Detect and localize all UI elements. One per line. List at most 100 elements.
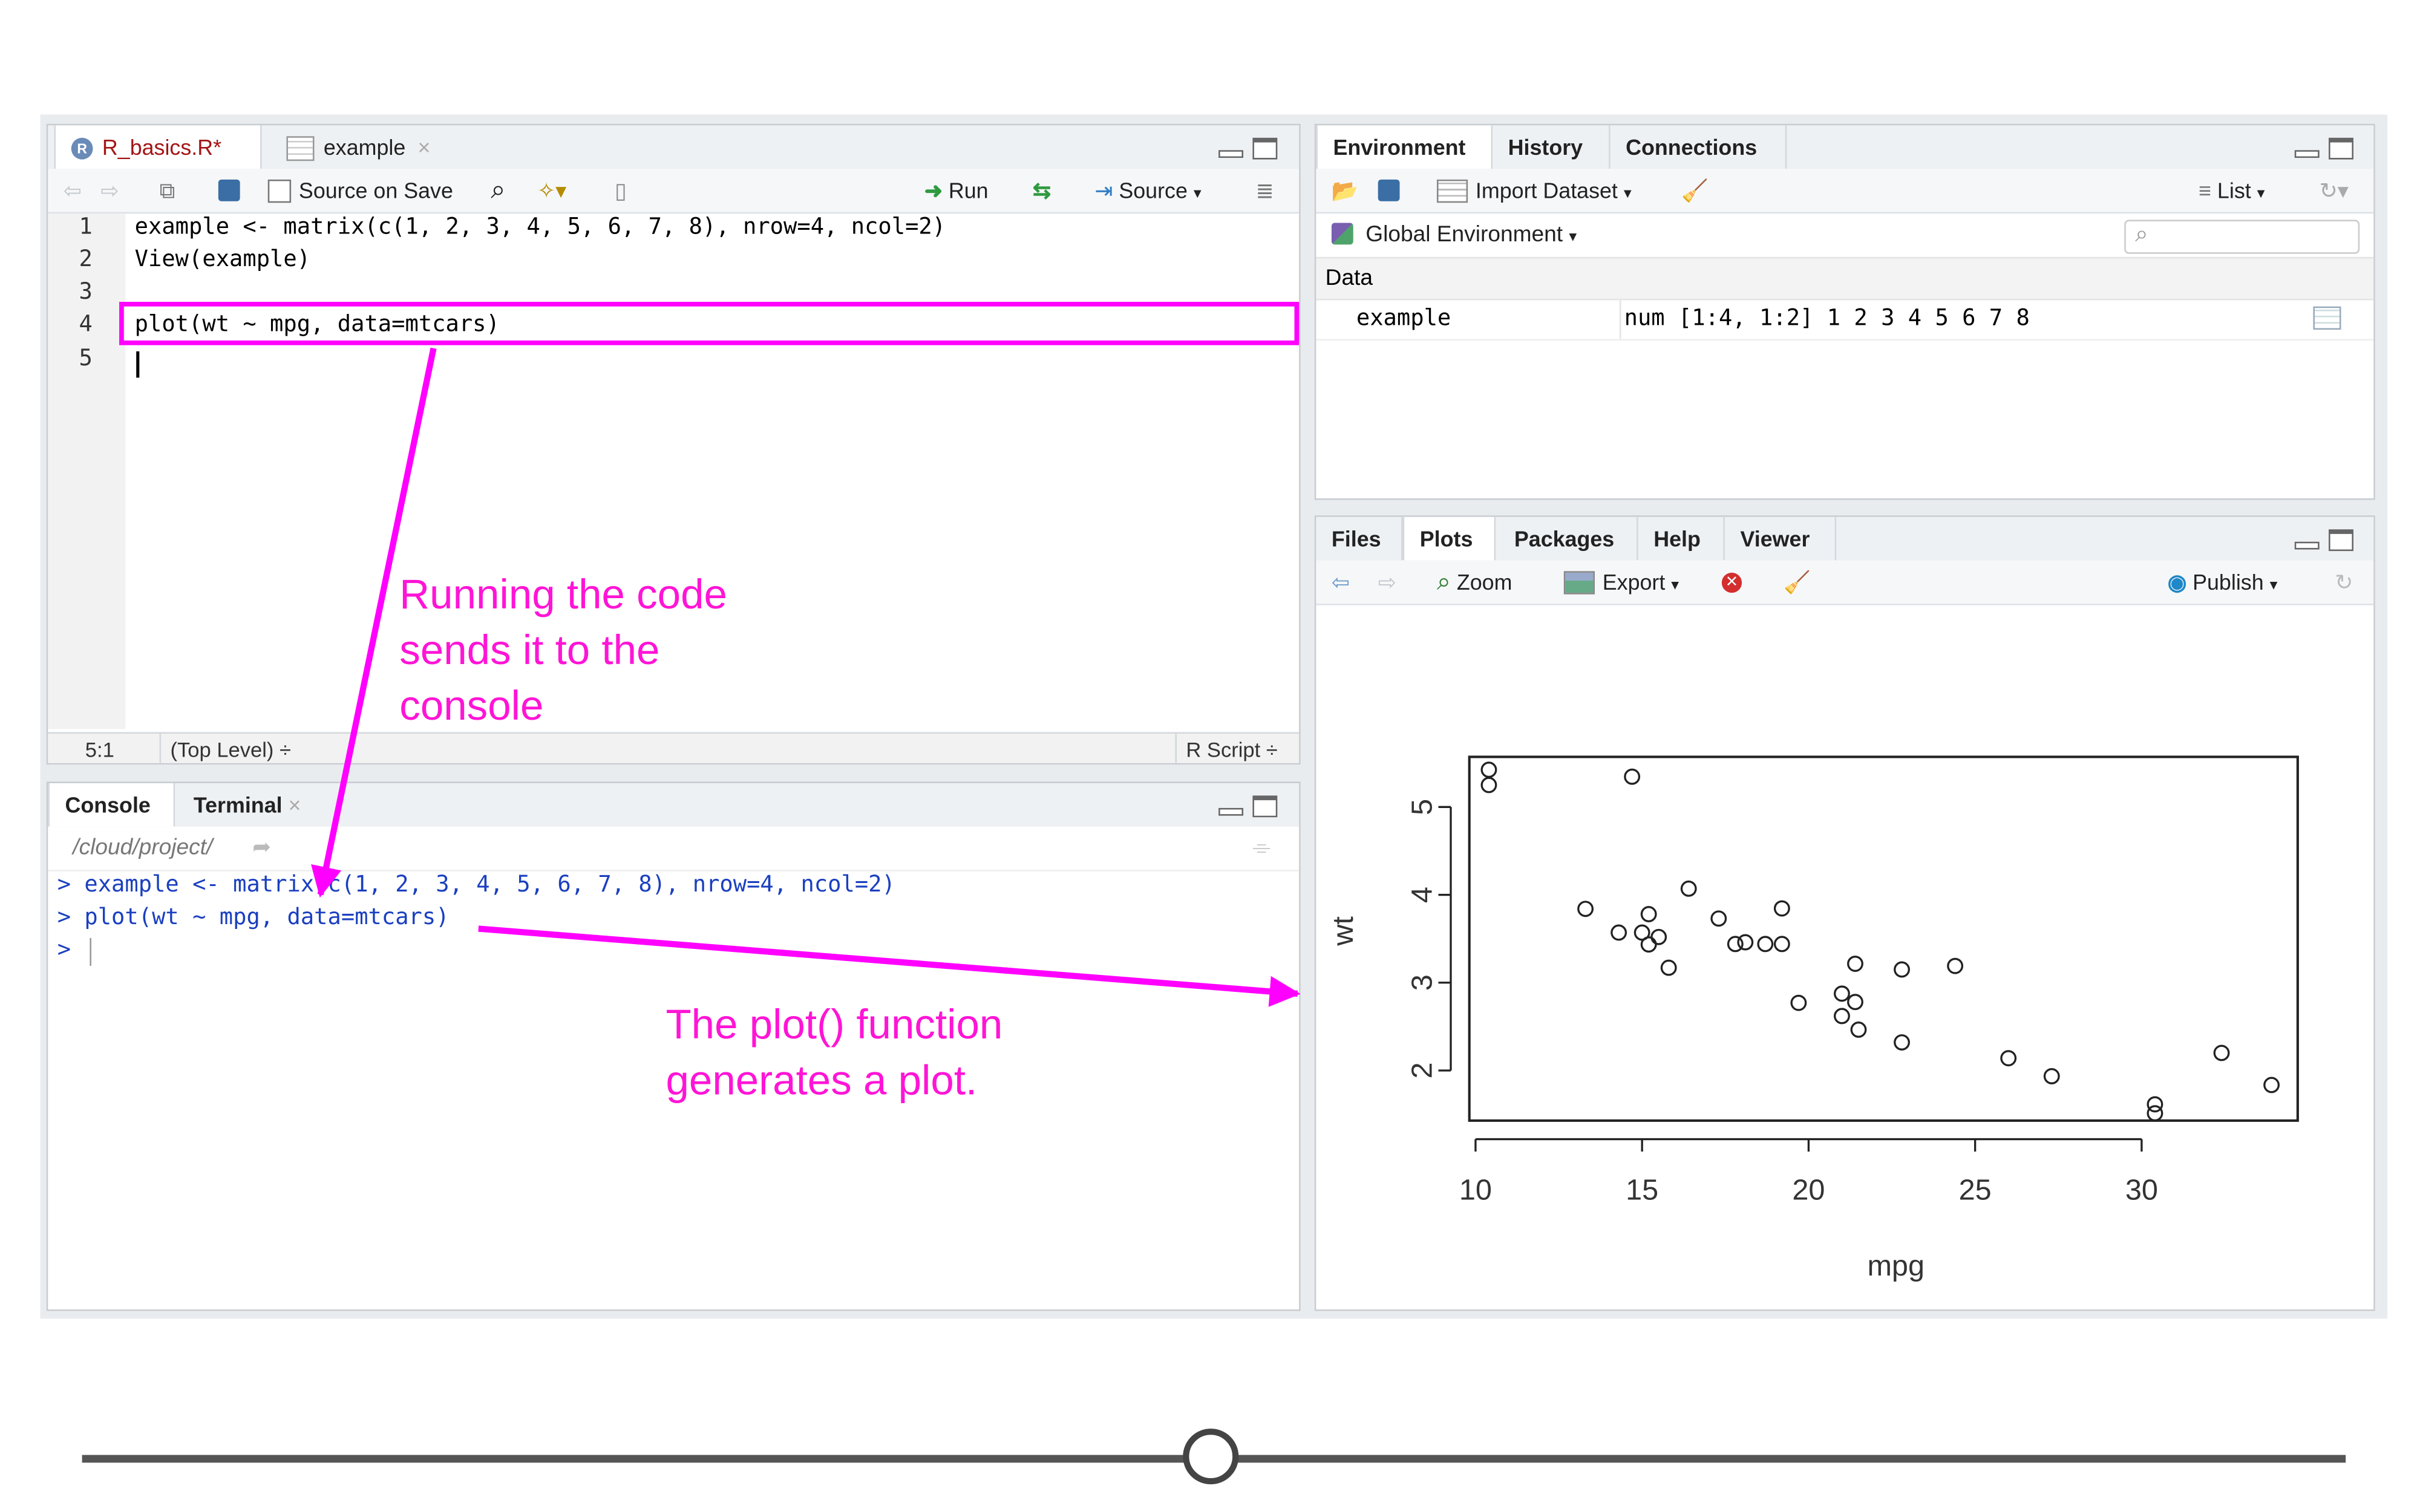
export-button[interactable]: Export ▾ xyxy=(1563,560,1679,604)
next-plot-icon[interactable]: ⇨ xyxy=(1378,569,1396,595)
environment-scope-bar: Global Environment ▾ ⌕ xyxy=(1316,213,2374,260)
x-axis-label: mpg xyxy=(1867,1250,1925,1282)
outline-icon[interactable]: ≣ xyxy=(1255,178,1274,203)
minimize-icon[interactable] xyxy=(1218,150,1244,158)
run-arrow-icon: ➜ xyxy=(924,178,943,203)
maximize-icon[interactable] xyxy=(1252,137,1278,160)
tab-label: Help xyxy=(1653,526,1701,552)
minimize-icon[interactable] xyxy=(2294,541,2320,550)
tab-label: Plots xyxy=(1419,526,1473,552)
list-label: List xyxy=(2217,178,2251,203)
pane-window-controls[interactable] xyxy=(1218,137,1280,163)
environment-search-input[interactable]: ⌕ xyxy=(2124,220,2360,254)
x-tick-label: 25 xyxy=(1959,1173,1992,1206)
tab-environment[interactable]: Environment xyxy=(1316,125,1493,169)
console-path-bar: /cloud/project/ ➦ ⌯ xyxy=(48,826,1300,872)
tab-connections[interactable]: Connections xyxy=(1611,125,1787,169)
rerun-icon[interactable]: ⇆ xyxy=(1032,178,1051,203)
scope-selector[interactable]: (Top Level) ÷ xyxy=(159,734,291,763)
publish-button[interactable]: ◉ Publish ▾ xyxy=(2168,560,2278,604)
search-icon[interactable]: ⌕ xyxy=(491,175,506,204)
pane-window-controls[interactable] xyxy=(2294,529,2356,554)
plots-pane: Files Plots Packages Help Viewer ⇦ ⇨ ⌕ Z… xyxy=(1314,515,2375,1311)
clear-plots-broom-icon[interactable]: 🧹 xyxy=(1784,569,1811,595)
list-view-selector[interactable]: ≡ List ▾ xyxy=(2199,169,2265,212)
maximize-icon[interactable] xyxy=(1252,795,1278,818)
back-arrow-icon[interactable]: ⇦ xyxy=(63,178,82,203)
data-point xyxy=(1894,1034,1910,1051)
clear-broom-icon[interactable]: 🧹 xyxy=(1681,178,1709,203)
data-point xyxy=(1680,880,1697,897)
tab-console[interactable]: Console xyxy=(48,783,175,827)
data-point xyxy=(1834,1008,1850,1025)
data-point xyxy=(1624,768,1641,785)
tab-viewer[interactable]: Viewer xyxy=(1725,516,1837,561)
minimize-icon[interactable] xyxy=(1218,807,1244,816)
code-line-2[interactable]: View(example) xyxy=(134,247,311,273)
source-on-save-checkbox[interactable]: Source on Save xyxy=(267,169,453,212)
maximize-icon[interactable] xyxy=(2329,137,2353,160)
maximize-icon[interactable] xyxy=(2329,529,2353,552)
source-button[interactable]: ⇥ Source ▾ xyxy=(1094,169,1201,212)
compile-report-icon[interactable]: ▯ xyxy=(615,178,627,203)
view-table-icon[interactable] xyxy=(2313,306,2341,330)
data-point xyxy=(2147,1105,2163,1122)
load-workspace-icon[interactable]: 📂 xyxy=(1331,178,1359,203)
zoom-button[interactable]: ⌕ Zoom xyxy=(1437,560,1512,604)
refresh-icon[interactable]: ↻▾ xyxy=(2319,178,2349,203)
magic-wand-icon[interactable]: ✧▾ xyxy=(537,178,567,203)
arrow-to-plot xyxy=(478,925,1301,1007)
tab-help[interactable]: Help xyxy=(1638,516,1725,561)
tab-files[interactable]: Files xyxy=(1316,516,1403,561)
import-dataset-button[interactable]: Import Dataset ▾ xyxy=(1436,169,1632,212)
filetype-selector[interactable]: R Script ÷ xyxy=(1175,734,1278,763)
environment-row[interactable]: example num [1:4, 1:2] 1 2 3 4 5 6 7 8 xyxy=(1316,298,2374,341)
minimize-icon[interactable] xyxy=(2294,150,2320,158)
pane-window-controls[interactable] xyxy=(2294,137,2356,163)
tab-terminal[interactable]: Terminal × xyxy=(178,783,333,827)
line-number: 5 xyxy=(79,347,93,372)
clear-console-broom-icon[interactable]: ⌯ xyxy=(1252,835,1271,861)
forward-arrow-icon[interactable]: ⇨ xyxy=(100,178,119,203)
tab-label: Viewer xyxy=(1740,526,1810,552)
environment-pane: Environment History Connections 📂 Import… xyxy=(1314,123,2375,500)
data-point xyxy=(1790,994,1807,1011)
line-number: 4 xyxy=(79,312,93,337)
close-icon[interactable]: × xyxy=(417,134,431,160)
console-line: > example <- matrix(c(1, 2, 3, 4, 5, 6, … xyxy=(57,873,895,898)
variable-value: num [1:4, 1:2] 1 2 3 4 5 6 7 8 xyxy=(1619,298,2030,339)
code-line-4[interactable]: plot(wt ~ mpg, data=mtcars) xyxy=(134,312,500,337)
editor-toolbar: ⇦ ⇨ ⧉ Source on Save ⌕ ✧▾ ▯ ➜ Run ⇆ ⇥ So… xyxy=(48,168,1300,214)
global-environment-selector[interactable]: Global Environment ▾ xyxy=(1331,213,1577,260)
y-axis-label: wt xyxy=(1327,916,1359,947)
working-directory[interactable]: /cloud/project/ xyxy=(73,835,213,861)
chevron-down-icon: ▾ xyxy=(1623,186,1632,203)
y-tick-label: 3 xyxy=(1405,974,1438,991)
data-point xyxy=(1850,1022,1867,1038)
code-line-1[interactable]: example <- matrix(c(1, 2, 3, 4, 5, 6, 7,… xyxy=(134,215,946,240)
tab-packages[interactable]: Packages xyxy=(1499,516,1638,561)
save-icon[interactable] xyxy=(218,169,240,212)
pane-window-controls[interactable] xyxy=(1218,795,1280,820)
show-in-window-icon[interactable]: ⧉ xyxy=(159,178,175,203)
tab-plots[interactable]: Plots xyxy=(1402,516,1496,561)
close-icon[interactable]: × xyxy=(288,792,301,818)
environment-toolbar: 📂 Import Dataset ▾ 🧹 ≡ List ▾ ↻▾ xyxy=(1316,168,2374,214)
export-icon xyxy=(1563,570,1595,595)
refresh-icon[interactable]: ↻ xyxy=(2335,569,2353,595)
video-scrubber-handle[interactable] xyxy=(1183,1429,1239,1485)
environment-tabbar: Environment History Connections xyxy=(1316,125,2374,171)
go-to-directory-icon[interactable]: ➦ xyxy=(252,835,272,861)
console-prompt[interactable]: > xyxy=(57,937,85,963)
tab-history[interactable]: History xyxy=(1493,125,1611,169)
save-icon[interactable] xyxy=(1378,169,1400,212)
previous-plot-icon[interactable]: ⇦ xyxy=(1331,569,1350,595)
source-arrow-icon: ⇥ xyxy=(1094,178,1113,203)
tab-example[interactable]: example × xyxy=(271,125,454,169)
remove-plot-icon[interactable]: ✕ xyxy=(1721,560,1742,604)
data-point xyxy=(1727,936,1744,953)
chevron-down-icon: ▾ xyxy=(1671,577,1679,595)
line-number-gutter xyxy=(48,213,126,729)
run-button[interactable]: ➜ Run xyxy=(924,169,989,212)
